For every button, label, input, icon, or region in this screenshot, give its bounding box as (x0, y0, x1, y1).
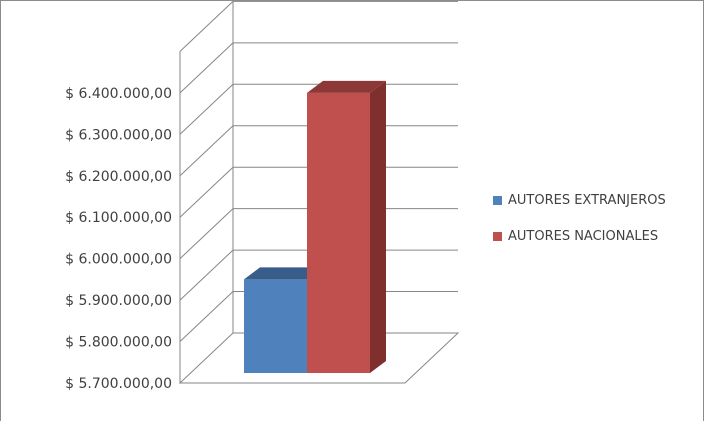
gridline-side (179, 83, 234, 135)
bar-top (307, 80, 386, 93)
legend-swatch-autores-extranjeros (493, 195, 502, 205)
bars (244, 80, 386, 373)
y-tick-label: $ 5.800.000,00 (65, 335, 172, 351)
bar-side (370, 80, 386, 373)
legend-label: AUTORES NACIONALES (508, 228, 659, 244)
bar-autores-nacionales (307, 80, 386, 373)
legend-item-autores-nacionales: AUTORES NACIONALES (493, 226, 666, 246)
gridline-side (179, 249, 234, 301)
bar-front (244, 279, 307, 373)
y-tick-label: $ 5.700.000,00 (65, 376, 172, 392)
gridline-side (179, 166, 234, 218)
legend-item-autores-extranjeros: AUTORES EXTRANJEROS (493, 190, 666, 210)
gridline-side (179, 125, 234, 177)
bar-front (307, 92, 370, 373)
bar-top (244, 267, 323, 280)
legend-label: AUTORES EXTRANJEROS (508, 192, 666, 208)
legend-swatch-autores-nacionales (493, 231, 502, 241)
chart-floor (178, 332, 460, 384)
y-axis-ticks: $ 5.700.000,00 $ 5.800.000,00 $ 5.900.000,… (65, 86, 172, 392)
legend: AUTORES EXTRANJEROS AUTORES NACIONALES (493, 190, 666, 262)
gridline-side (179, 291, 234, 342)
gridline-side (179, 208, 234, 260)
y-tick-label: $ 6.000.000,00 (65, 252, 172, 268)
y-tick-label: $ 6.200.000,00 (65, 169, 172, 185)
y-tick-label: $ 5.900.000,00 (65, 293, 172, 309)
gridline-side (179, 1, 234, 52)
y-tick-label: $ 6.300.000,00 (65, 127, 172, 143)
gridline-side (179, 42, 234, 94)
y-tick-label: $ 6.100.000,00 (65, 210, 172, 226)
y-tick-label: $ 6.400.000,00 (65, 86, 172, 102)
